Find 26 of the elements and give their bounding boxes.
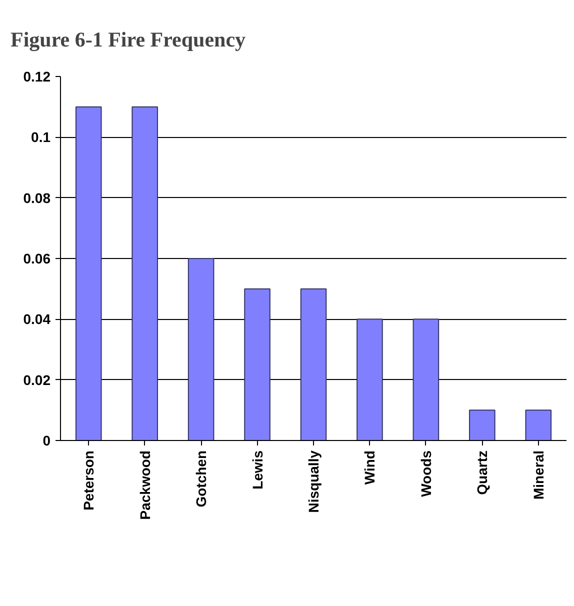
x-tick-label: Packwood — [136, 450, 153, 520]
bar — [132, 106, 158, 440]
x-tick-label: Peterson — [80, 450, 97, 510]
x-tick-label: Wind — [362, 450, 378, 485]
y-tick-label: 0 — [42, 432, 51, 448]
x-tick-label: Woods — [418, 450, 434, 497]
bar — [75, 106, 102, 440]
bar — [356, 318, 383, 440]
bar — [525, 410, 552, 440]
y-tick-label: 0.06 — [23, 250, 51, 266]
x-tick-label: Quartz — [474, 450, 490, 495]
x-tick-label: Gotchen — [193, 450, 210, 508]
y-tick-label: 0.1 — [31, 129, 51, 146]
x-tick-label: Mineral — [530, 450, 546, 500]
y-tick-label: 0.02 — [23, 372, 51, 388]
x-tick-label: Nisqually — [306, 450, 322, 513]
bar — [469, 410, 496, 440]
bar — [244, 288, 270, 440]
x-tick-label: Lewis — [249, 450, 266, 490]
y-tick-label: 0.08 — [23, 190, 51, 206]
y-tick-label: 0.12 — [23, 68, 51, 84]
bar — [412, 318, 440, 440]
bar — [188, 258, 214, 440]
chart-title: Figure 6-1 Fire Frequency — [10, 28, 246, 52]
bar — [300, 288, 327, 440]
y-tick-label: 0.04 — [23, 311, 51, 328]
